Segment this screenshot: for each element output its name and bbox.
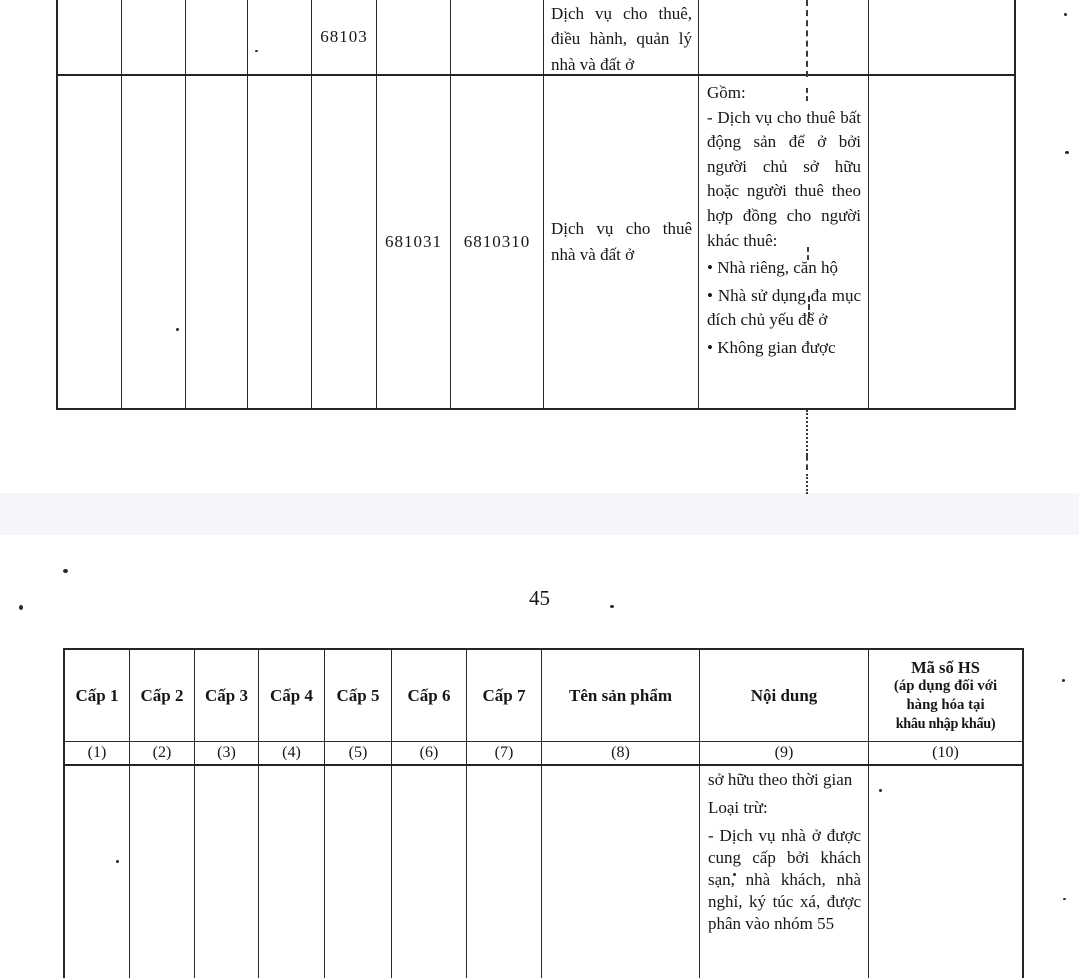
hs-header-line-2: (áp dụng đối với (893, 677, 998, 694)
scan-speck (19, 605, 23, 610)
content-bullet-1: • Nhà riêng, căn hộ (707, 258, 839, 278)
bot-cap2-cell (130, 766, 195, 978)
header-cap3: Cấp 3 (195, 650, 259, 742)
top-row1-hs-cell (869, 0, 1014, 76)
bot-cap6-cell (392, 766, 467, 978)
colnum-4: (4) (259, 742, 325, 766)
scan-fold-artifact (806, 88, 808, 101)
bot-content-p1: sở hữu theo thời gian (708, 770, 853, 789)
header-cap1: Cấp 1 (65, 650, 130, 742)
header-noi-dung: Nội dung (700, 650, 869, 742)
product-name-text: Dịch vụ cho thuê nhà và đất ở (551, 219, 692, 264)
top-row1-cap2-cell (122, 0, 186, 76)
header-cap7: Cấp 7 (467, 650, 542, 742)
bot-cap7-cell (467, 766, 542, 978)
page-separator (0, 493, 1079, 535)
top-row1-cap6-cell (377, 0, 451, 76)
top-row2-cap4-cell (248, 76, 312, 408)
top-row2-cap3-cell (186, 76, 248, 408)
colnum-10: (10) (869, 742, 1022, 766)
top-row1-cap1-cell (58, 0, 122, 76)
header-cap6: Cấp 6 (392, 650, 467, 742)
top-row2-cap1-cell (58, 76, 122, 408)
scan-speck (1064, 13, 1067, 16)
header-ten-san-pham: Tên sản phẩm (542, 650, 700, 742)
scan-speck (176, 328, 179, 331)
top-row2-product-name: Dịch vụ cho thuê nhà và đất ở (544, 76, 699, 408)
scan-speck (733, 873, 736, 876)
top-row2-cap2-cell (122, 76, 186, 408)
scan-speck (610, 605, 614, 608)
colnum-8: (8) (542, 742, 700, 766)
top-row1-noidung-cell (699, 0, 869, 76)
bot-content-cell: sở hữu theo thời gian Loại trừ: - Dịch v… (700, 766, 869, 978)
bot-content-p3: - Dịch vụ nhà ở được cung cấp bởi khách … (708, 826, 861, 933)
scan-speck (1065, 151, 1069, 154)
colnum-7: (7) (467, 742, 542, 766)
scan-speck (116, 860, 119, 863)
header-ma-so-hs: Mã số HS (áp dụng đối với hàng hóa tại k… (869, 650, 1022, 742)
scan-speck (255, 50, 258, 52)
content-heading: Gồm: (707, 83, 746, 102)
top-table: 68103 Dịch vụ cho thuê, điều hành, quản … (56, 0, 1016, 410)
scan-fold-artifact (806, 455, 808, 470)
scan-fold-artifact (806, 410, 808, 458)
bot-cap1-cell (65, 766, 130, 978)
hs-header-line-1: Mã số HS (911, 657, 980, 677)
scan-fold-artifact (808, 296, 810, 318)
top-row2-hs-cell (869, 76, 1014, 408)
bottom-table: Cấp 1 Cấp 2 Cấp 3 Cấp 4 Cấp 5 Cấp 6 Cấp … (63, 648, 1024, 978)
bot-cap4-cell (259, 766, 325, 978)
header-cap5: Cấp 5 (325, 650, 392, 742)
colnum-2: (2) (130, 742, 195, 766)
bot-cap3-cell (195, 766, 259, 978)
scan-fold-artifact (806, 0, 808, 77)
content-paragraph: - Dịch vụ cho thuê bất động sản để ở bởi… (707, 107, 861, 250)
bot-hs-cell (869, 766, 1022, 978)
top-row1-product-name: Dịch vụ cho thuê, điều hành, quản lý nhà… (544, 0, 699, 76)
scan-speck (1062, 679, 1065, 682)
header-cap2: Cấp 2 (130, 650, 195, 742)
top-row1-cap4-cell (248, 0, 312, 76)
scan-speck (879, 789, 882, 792)
top-row2-content-cell: Gồm: - Dịch vụ cho thuê bất động sản để … (699, 76, 869, 408)
colnum-3: (3) (195, 742, 259, 766)
header-cap4: Cấp 4 (259, 650, 325, 742)
hs-header-line-4: khâu nhập khẩu) (895, 715, 996, 732)
top-row1-cap5-code: 68103 (312, 0, 377, 76)
hs-header-line-3: hàng hóa tại (906, 696, 985, 713)
bot-content-p2: Loại trừ: (708, 798, 768, 817)
top-row1-cap7-cell (451, 0, 544, 76)
scan-fold-artifact (806, 474, 808, 494)
top-row2-cap6-code: 681031 (377, 76, 451, 408)
scan-speck (1063, 898, 1066, 900)
top-row2-cap7-code: 6810310 (451, 76, 544, 408)
colnum-9: (9) (700, 742, 869, 766)
colnum-5: (5) (325, 742, 392, 766)
content-bullet-3: • Không gian được (707, 337, 836, 357)
scan-speck (63, 569, 68, 573)
bot-cap5-cell (325, 766, 392, 978)
bot-product-name-cell (542, 766, 700, 978)
colnum-6: (6) (392, 742, 467, 766)
colnum-1: (1) (65, 742, 130, 766)
scan-fold-artifact (807, 247, 809, 260)
top-row2-cap5-cell (312, 76, 377, 408)
content-bullet-2: • Nhà sử dụng đa mục đích chủ yếu để ở (707, 285, 861, 330)
top-row1-cap3-cell (186, 0, 248, 76)
page-number: 45 (529, 586, 550, 610)
